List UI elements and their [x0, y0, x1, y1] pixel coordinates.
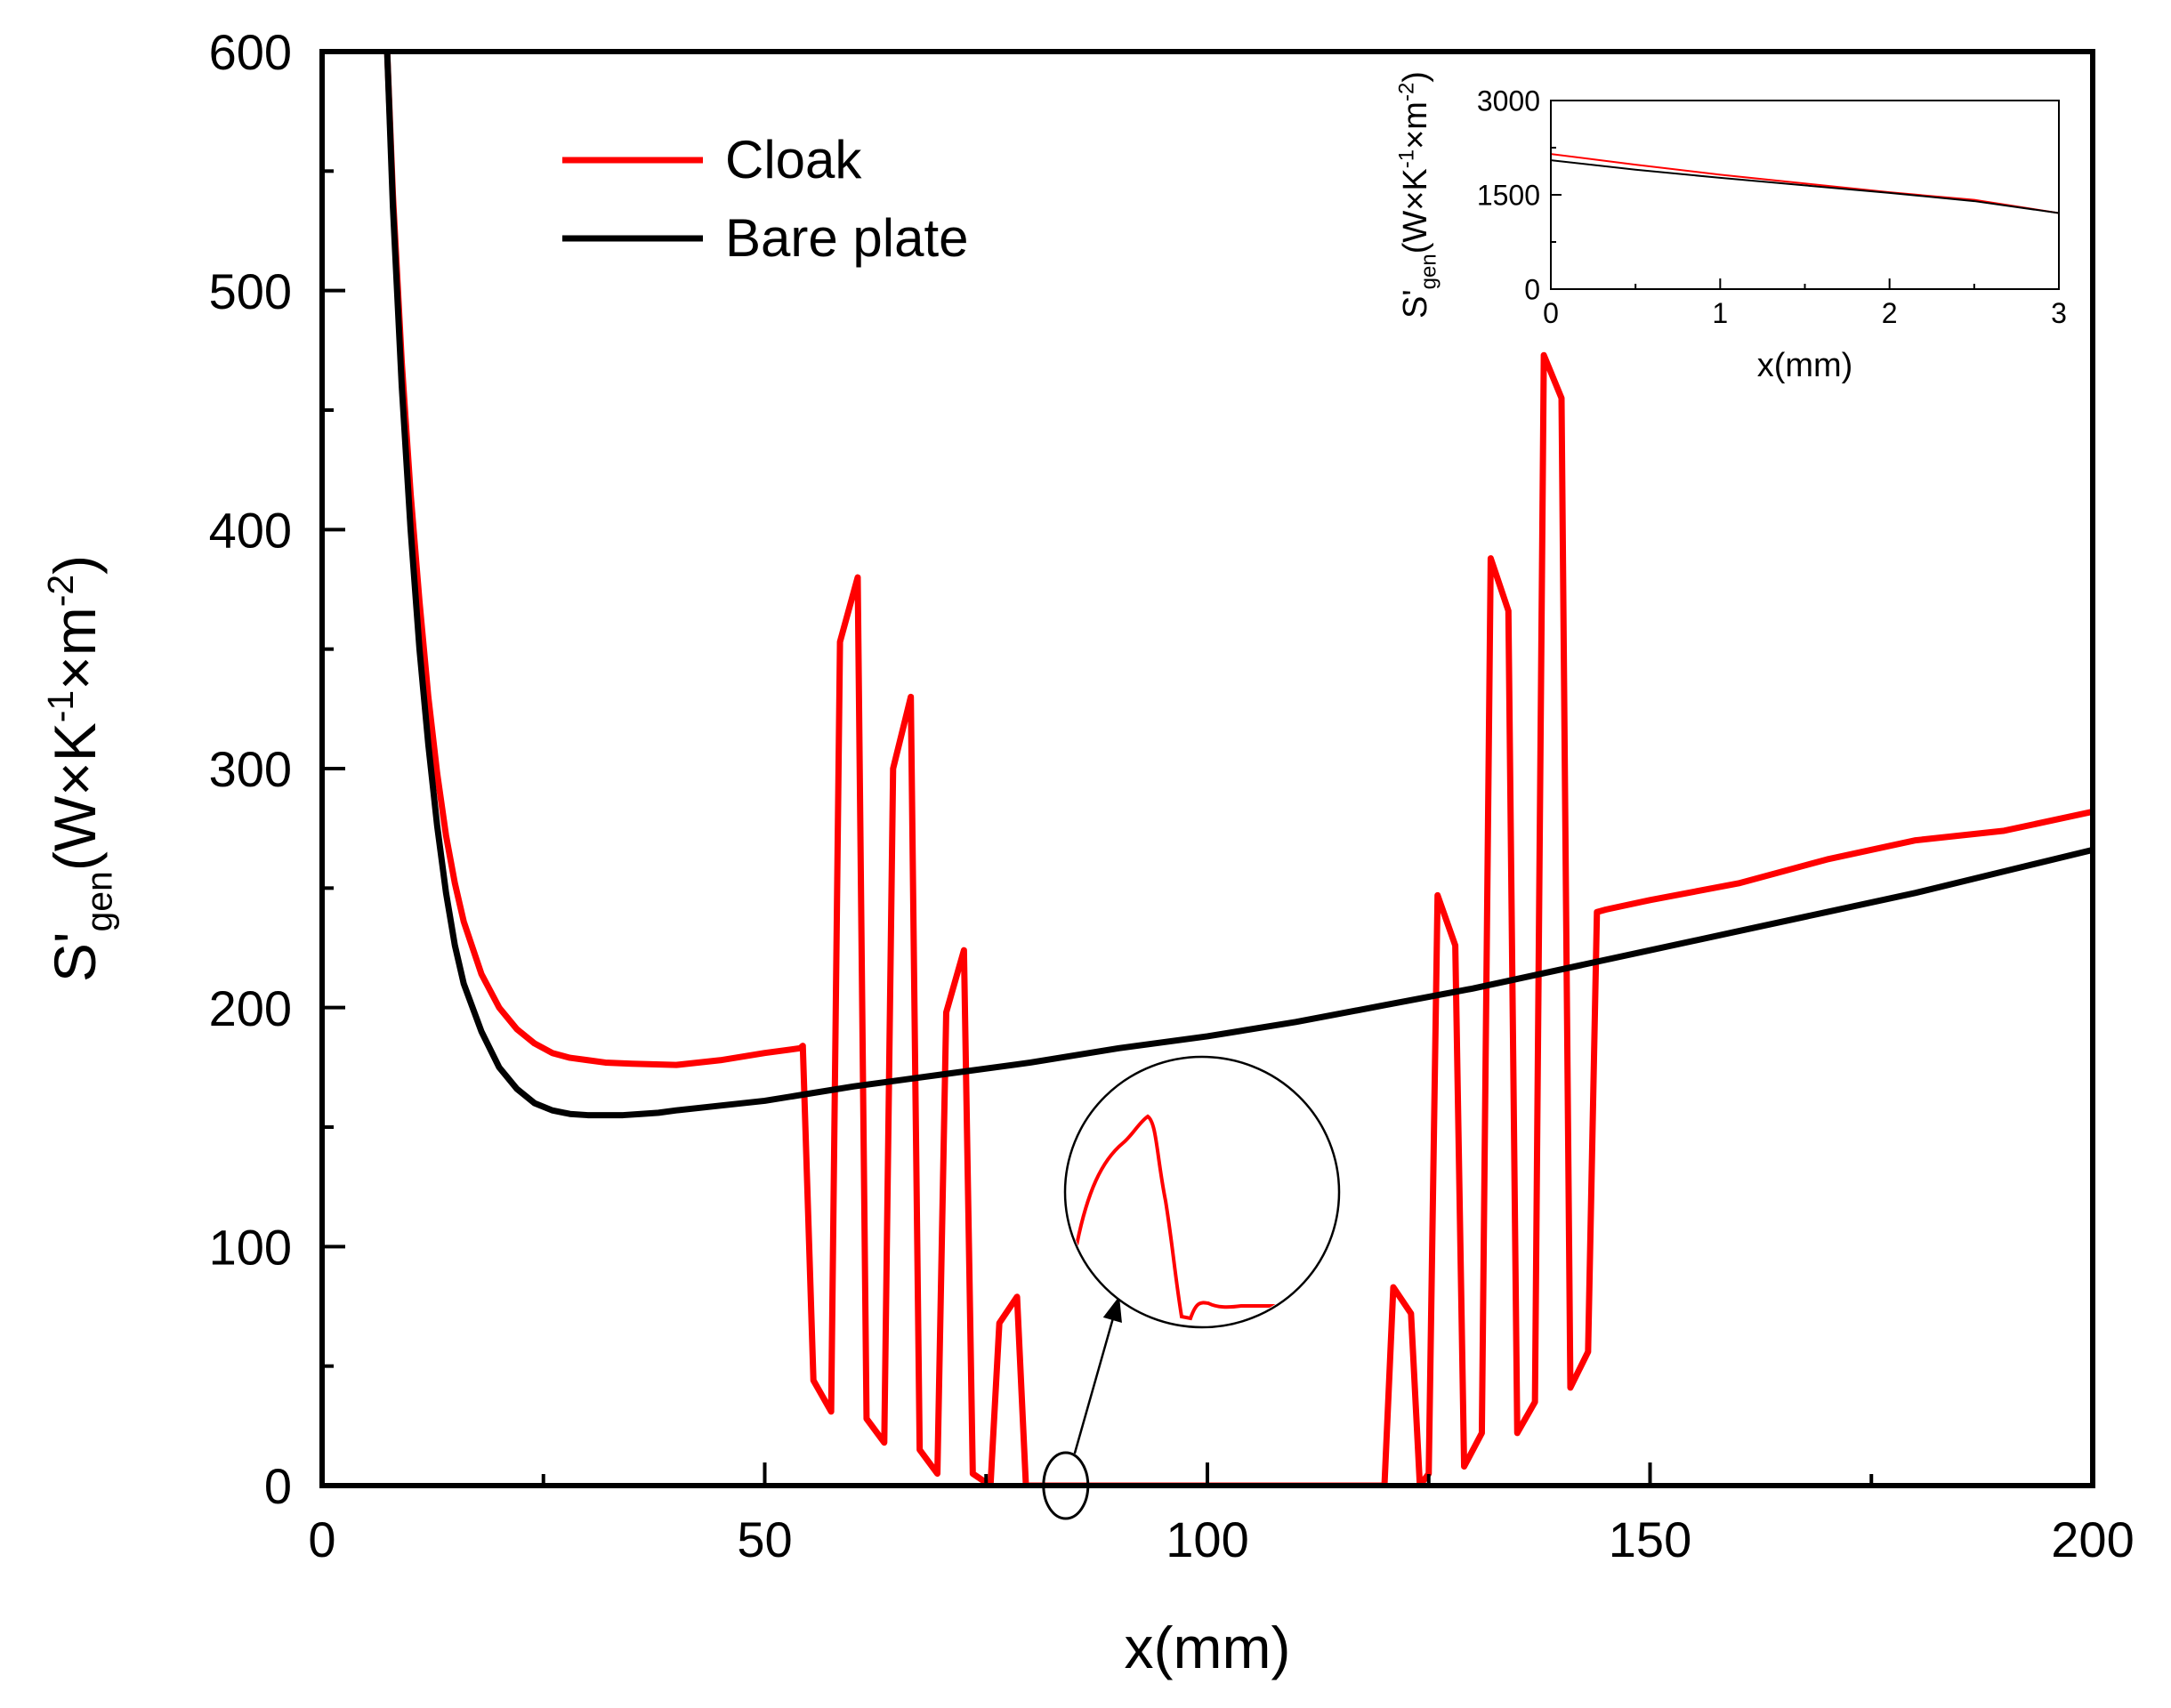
legend-label-bare-plate: Bare plate	[725, 208, 969, 268]
legend: Cloak Bare plate	[562, 130, 969, 268]
y-axis-label: S'gen(W×K-1×m-2)	[1395, 71, 1441, 318]
y-label-sub: gen	[78, 871, 119, 931]
y-tick-label: 3000	[1477, 85, 1540, 117]
y-tick-label: 1500	[1477, 180, 1540, 212]
x-tick-label: 2	[1882, 297, 1898, 329]
y-label-exp1: -1	[1395, 149, 1419, 168]
y-tick-label: 0	[264, 1458, 292, 1514]
x-tick-label: 0	[308, 1511, 335, 1567]
series-line-bare-plate	[383, 52, 2093, 1119]
y-label-sub: gen	[1417, 254, 1441, 289]
zoom-arrow-head	[1102, 1296, 1122, 1323]
y-tick-label: 500	[209, 263, 292, 319]
y-tick-label: 600	[209, 24, 292, 80]
zoom-circle	[1063, 1055, 1341, 1329]
x-tick-label: 200	[2051, 1511, 2134, 1567]
x-tick-label: 100	[1166, 1511, 1248, 1567]
series-line-cloak	[383, 52, 2093, 1486]
y-tick-label: 200	[209, 980, 292, 1036]
legend-label-cloak: Cloak	[725, 130, 862, 189]
zoom-target-ellipse	[1042, 1451, 1090, 1520]
series-line-cloak	[1551, 153, 2059, 214]
inset-plot: 0 1 2 3 0 1500 3000 x(mm) S'gen(W×K-1×m-2)	[1395, 71, 2067, 384]
plot-frame	[1550, 100, 2060, 290]
y-tick-label: 0	[1524, 274, 1540, 306]
x-axis-label: x(mm)	[1757, 347, 1853, 384]
y-label-units: (W×K	[1397, 168, 1434, 254]
y-label-mid: ×m	[1397, 101, 1434, 149]
y-axis-label: S'gen(W×K-1×m-2)	[40, 555, 120, 982]
x-tick-label: 3	[2051, 297, 2067, 329]
main-plot: 0 50 100 150 2000100200300400500600x(mm)S'ge…	[40, 24, 2135, 1680]
y-label-close: )	[1397, 71, 1434, 83]
y-label-main: S'	[42, 932, 108, 983]
y-tick-label: 300	[209, 741, 292, 797]
y-label-mid: ×m	[42, 607, 108, 690]
x-tick-label: 150	[1609, 1511, 1691, 1567]
zoom-annotation	[1042, 1055, 1341, 1520]
y-label-exp2: -2	[40, 575, 81, 607]
zoom-detail-line	[1075, 1114, 1317, 1321]
x-tick-label: 1	[1712, 297, 1728, 329]
zoom-arrow-line	[1073, 1295, 1121, 1454]
y-label-exp1: -1	[40, 690, 81, 722]
y-tick-label: 100	[209, 1219, 292, 1275]
x-tick-label: 50	[737, 1511, 792, 1567]
y-label-main: S'	[1397, 289, 1434, 318]
y-label-exp2: -2	[1395, 83, 1419, 101]
y-tick-label: 400	[209, 502, 292, 558]
y-label-units: (W×K	[42, 722, 108, 871]
x-axis-label: x(mm)	[1125, 1615, 1291, 1680]
x-tick-label: 0	[1543, 297, 1559, 329]
series-line-bare-plate	[1551, 159, 2059, 214]
y-label-close: )	[42, 555, 108, 575]
